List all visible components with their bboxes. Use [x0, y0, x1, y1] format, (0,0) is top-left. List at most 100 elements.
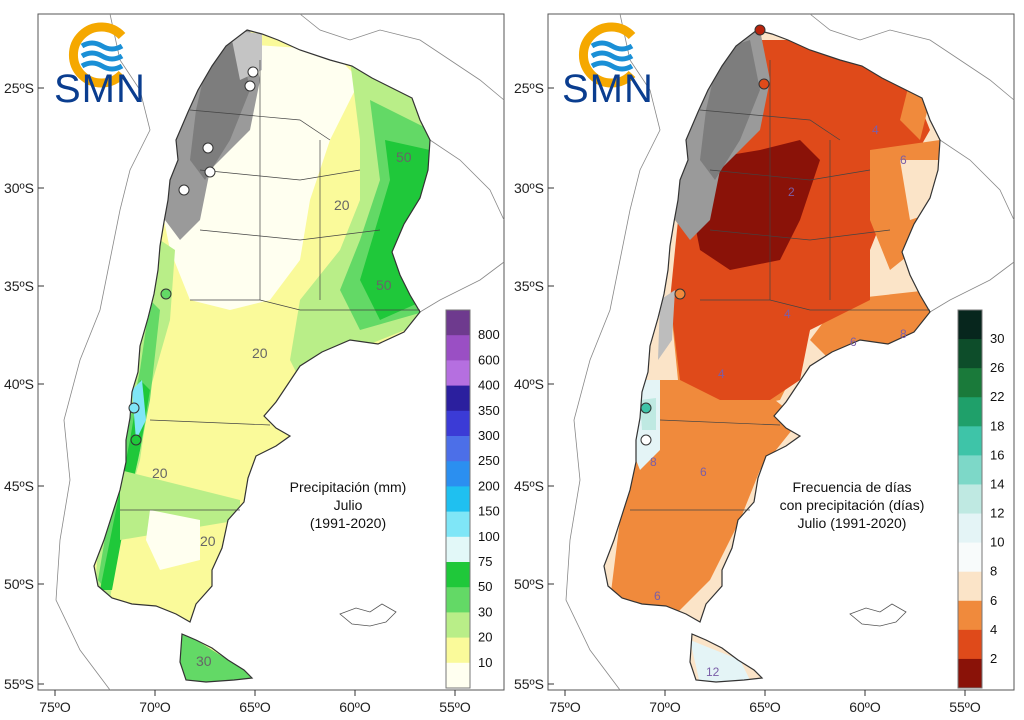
precipitation-legend: 800 600 400 350 300 250 200 150 100 75 50 30 20 10 — [445, 309, 500, 689]
station-markers — [128, 66, 259, 446]
legend-label: 8 — [990, 564, 997, 579]
lat-tick-label: 35ºS — [4, 278, 34, 294]
legend-swatch — [446, 486, 470, 513]
legend-label: 4 — [990, 622, 997, 637]
province-borders — [630, 60, 930, 511]
logo-text: SMN — [54, 67, 146, 111]
sun-icon — [579, 22, 636, 88]
legend-label: 400 — [478, 378, 500, 393]
left-map-title-line-3: (1991-2020) — [310, 515, 386, 531]
legend-swatch — [446, 310, 470, 336]
legend-label: 14 — [990, 476, 1004, 491]
legend-label: 30 — [990, 331, 1004, 346]
left-map-title-line-2: Julio — [334, 497, 363, 513]
legend-swatch — [958, 542, 982, 573]
station-dot — [202, 142, 214, 154]
right-map-title-line-1: Frecuencia de días — [792, 479, 911, 495]
contour-label: 12 — [706, 665, 720, 679]
legend-swatch — [958, 513, 982, 544]
contour-label: 30 — [196, 653, 212, 669]
legend-swatch — [446, 511, 470, 538]
wave-icon — [80, 60, 124, 72]
lat-tick-label: 45ºS — [514, 478, 544, 494]
legend-swatch — [446, 612, 470, 639]
right-map-title-line-3: Julio (1991-2020) — [798, 515, 907, 531]
lat-tick-label: 25ºS — [514, 80, 544, 96]
legend-swatch — [958, 339, 982, 369]
station-dot — [640, 402, 652, 414]
contour-label: 8 — [900, 327, 907, 341]
smn-logo-right: SMN — [562, 22, 653, 111]
station-dot — [247, 66, 259, 78]
legend-label: 350 — [478, 403, 500, 418]
contour-label: 4 — [718, 367, 725, 381]
contour-label: 6 — [900, 153, 907, 167]
legend-swatch — [446, 662, 470, 689]
legend-swatch — [446, 436, 470, 462]
lon-tick-label: 70ºO — [139, 699, 171, 715]
wave-icon — [590, 60, 634, 72]
legend-swatch — [446, 536, 470, 563]
brazil-outline — [429, 139, 505, 221]
legend-label: 10 — [478, 655, 492, 670]
legend-swatch — [958, 484, 982, 515]
contour-label: 50 — [376, 277, 392, 293]
legend-swatch — [958, 455, 982, 485]
frequency-legend: 30 26 22 18 16 14 12 10 8 6 4 2 — [957, 309, 1004, 689]
legend-swatch — [958, 426, 982, 456]
legend-swatch — [446, 385, 470, 412]
legend-label: 22 — [990, 389, 1004, 404]
lat-tick-label: 25ºS — [4, 80, 34, 96]
legend-swatch — [446, 587, 470, 613]
legend-label: 20 — [478, 630, 492, 645]
lon-tick-label: 75ºO — [549, 699, 581, 715]
legend-label: 100 — [478, 529, 500, 544]
contour-label: 6 — [850, 335, 857, 349]
lat-tick-label: 45ºS — [4, 478, 34, 494]
falklands-outline — [849, 603, 907, 627]
legend-label: 16 — [990, 447, 1004, 462]
contour-label: 2 — [788, 185, 795, 199]
contour-label: 6 — [654, 589, 661, 603]
station-dot — [640, 434, 652, 446]
contour-label: 20 — [200, 533, 216, 549]
lon-tick-label: 75ºO — [39, 699, 71, 715]
legend-label: 300 — [478, 428, 500, 443]
contour-label: 4 — [872, 123, 879, 137]
legend-label: 12 — [990, 506, 1004, 521]
legend-swatch — [958, 571, 982, 602]
legend-frame — [445, 309, 471, 689]
legend-label: 10 — [990, 535, 1004, 550]
lon-tick-label: 65ºO — [239, 699, 271, 715]
frequency-map: 2 4 6 4 6 8 4 6 8 6 12 Frecuencia de día… — [547, 13, 1015, 691]
legend-label: 600 — [478, 352, 500, 367]
neighbor-outlines — [565, 13, 1015, 691]
lon-tick-label: 65ºO — [749, 699, 781, 715]
station-dot — [160, 288, 172, 300]
legend-label: 50 — [478, 579, 492, 594]
sun-icon — [69, 22, 126, 88]
contour-label: 20 — [152, 465, 168, 481]
province-borders — [120, 60, 420, 511]
station-dot — [128, 402, 140, 414]
legend-label: 18 — [990, 418, 1004, 433]
legend-label: 250 — [478, 453, 500, 468]
legend-label: 30 — [478, 604, 492, 619]
contour-label: 20 — [334, 197, 350, 213]
legend-swatch — [446, 461, 470, 487]
wave-icon — [80, 50, 124, 62]
lat-tick-label: 50ºS — [514, 576, 544, 592]
uruguay-outline — [419, 261, 505, 313]
contour-label: 4 — [784, 307, 791, 321]
station-dot — [674, 288, 686, 300]
station-dot — [130, 434, 142, 446]
lat-tick-label: 50ºS — [4, 576, 34, 592]
legend-label: 6 — [990, 593, 997, 608]
legend-swatch — [446, 360, 470, 387]
lon-tick-label: 55ºO — [439, 699, 471, 715]
wave-icon — [80, 40, 124, 52]
legend-label: 800 — [478, 327, 500, 342]
legend-frame — [957, 309, 983, 689]
